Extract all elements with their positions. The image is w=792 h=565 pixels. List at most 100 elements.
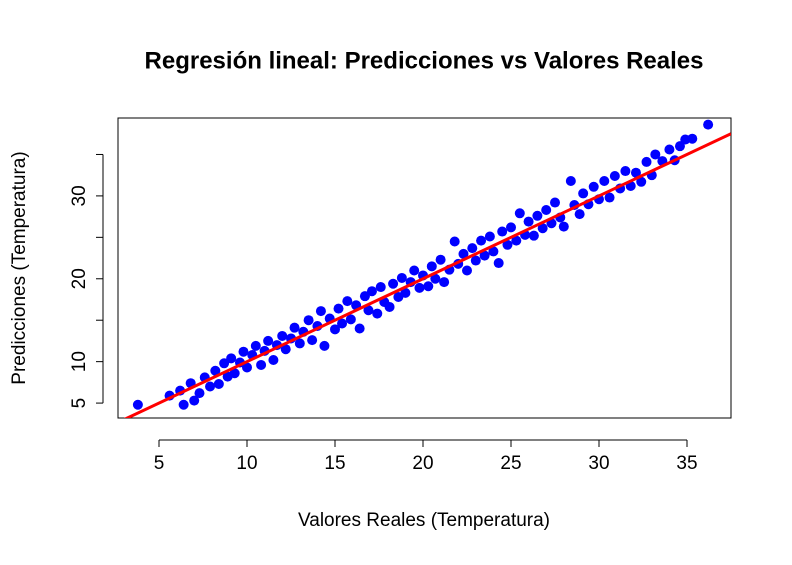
y-tick-label: 30 <box>69 185 90 206</box>
x-tick-label: 25 <box>500 453 521 474</box>
chart-title: Regresión lineal: Predicciones vs Valore… <box>145 47 704 74</box>
point <box>205 381 216 392</box>
point <box>250 340 261 351</box>
x-axis-label: Valores Reales (Temperatura) <box>298 510 550 531</box>
y-axis-label: Predicciones (Temperatura) <box>9 151 30 384</box>
point <box>497 226 508 237</box>
point <box>687 133 698 144</box>
point <box>194 388 205 399</box>
point <box>458 248 469 259</box>
point <box>528 230 539 241</box>
x-tick-label: 15 <box>324 453 345 474</box>
point <box>423 281 434 292</box>
point <box>396 272 407 283</box>
plot-box <box>117 117 732 419</box>
x-tick-label: 30 <box>588 453 609 474</box>
point <box>650 149 661 160</box>
x-tick-label: 10 <box>236 453 257 474</box>
y-tick-label: 10 <box>69 351 90 372</box>
point <box>189 395 200 406</box>
point <box>268 354 279 365</box>
point <box>541 204 552 215</box>
point <box>319 340 330 351</box>
point <box>337 318 348 329</box>
point <box>345 314 356 325</box>
point <box>664 144 675 155</box>
point <box>574 209 585 220</box>
point <box>449 236 460 247</box>
point <box>366 286 377 297</box>
x-tick-label: 5 <box>154 453 165 474</box>
point <box>588 181 599 192</box>
point <box>537 223 548 234</box>
point <box>488 246 499 257</box>
point <box>430 273 441 284</box>
point <box>511 235 522 246</box>
y-tick-label: 5 <box>69 398 90 409</box>
point <box>354 323 365 334</box>
point <box>467 243 478 254</box>
point <box>210 365 221 376</box>
point <box>609 171 620 182</box>
point <box>315 306 326 317</box>
point <box>256 359 267 370</box>
point <box>558 221 569 232</box>
point <box>226 353 237 364</box>
point <box>303 315 314 326</box>
point <box>506 222 517 233</box>
point <box>280 344 291 355</box>
point <box>242 362 253 373</box>
point <box>703 119 714 130</box>
point <box>550 197 561 208</box>
point <box>599 175 610 186</box>
x-tick-label: 35 <box>676 453 697 474</box>
x-tick-label: 20 <box>412 453 433 474</box>
point <box>333 303 344 314</box>
point <box>384 301 395 312</box>
point <box>132 399 143 410</box>
point <box>363 305 374 316</box>
point <box>372 308 383 319</box>
fit-line <box>123 132 731 418</box>
point <box>342 296 353 307</box>
point <box>414 282 425 293</box>
point <box>238 346 249 357</box>
point <box>578 188 589 199</box>
point <box>375 282 386 293</box>
point <box>330 324 341 335</box>
point <box>493 258 504 269</box>
point <box>178 399 189 410</box>
point <box>462 265 473 276</box>
point <box>409 265 420 276</box>
point <box>388 278 399 289</box>
point <box>213 379 224 390</box>
point <box>523 216 534 227</box>
point <box>426 261 437 272</box>
point <box>636 176 647 187</box>
point <box>294 338 305 349</box>
point <box>641 156 652 167</box>
point <box>604 192 615 203</box>
point <box>620 166 631 177</box>
y-tick-label: 20 <box>69 268 90 289</box>
point <box>479 250 490 261</box>
point <box>307 335 318 346</box>
point <box>565 175 576 186</box>
point <box>400 287 411 298</box>
point <box>514 208 525 219</box>
point <box>502 239 513 250</box>
point <box>470 255 481 266</box>
point <box>439 277 450 288</box>
point <box>219 358 230 369</box>
point <box>277 330 288 341</box>
point <box>229 368 240 379</box>
point <box>484 231 495 242</box>
point <box>532 210 543 221</box>
point <box>289 322 300 333</box>
point <box>476 235 487 246</box>
point <box>435 254 446 265</box>
point <box>359 291 370 302</box>
point <box>630 167 641 178</box>
point <box>263 335 274 346</box>
